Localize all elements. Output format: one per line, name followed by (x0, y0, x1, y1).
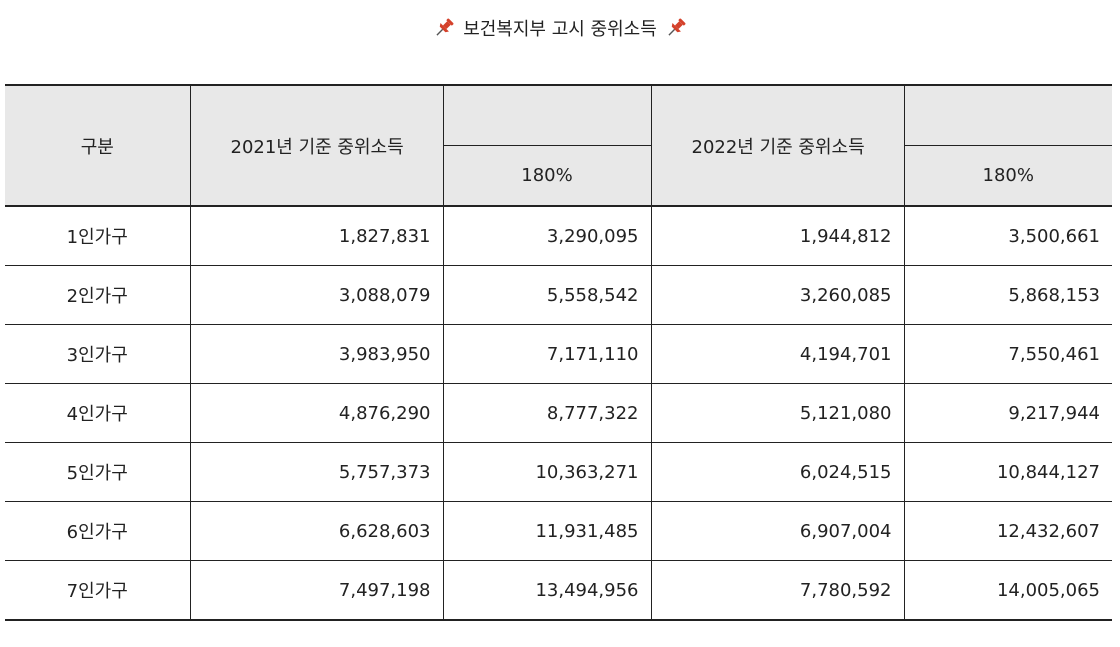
table-row: 7인가구 7,497,198 13,494,956 7,780,592 14,0… (5, 560, 1112, 621)
median-2021: 7,497,198 (189, 560, 444, 621)
median-2021: 3,983,950 (189, 324, 444, 384)
percent180-2021: 3,290,095 (442, 205, 652, 266)
median-2022: 4,194,701 (650, 324, 905, 384)
median-income-table: 구분 2021년 기준 중위소득 2022년 기준 중위소득 180% 180%… (5, 84, 1112, 621)
table-body: 1인가구 1,827,831 3,290,095 1,944,812 3,500… (5, 205, 1112, 621)
median-2022: 6,907,004 (650, 501, 905, 561)
percent180-2022: 10,844,127 (903, 442, 1112, 502)
median-2021: 6,628,603 (189, 501, 444, 561)
median-2022: 5,121,080 (650, 383, 905, 443)
percent180-2021: 8,777,322 (442, 383, 652, 443)
percent180-2022: 14,005,065 (903, 560, 1112, 621)
row-label: 2인가구 (5, 265, 191, 325)
percent180-2022: 5,868,153 (903, 265, 1112, 325)
header-2021-180: 180% (442, 145, 652, 207)
median-2022: 3,260,085 (650, 265, 905, 325)
median-2021: 5,757,373 (189, 442, 444, 502)
table-row: 6인가구 6,628,603 11,931,485 6,907,004 12,4… (5, 501, 1112, 561)
row-label: 5인가구 (5, 442, 191, 502)
pushpin-icon (665, 17, 687, 39)
row-label: 6인가구 (5, 501, 191, 561)
median-2022: 7,780,592 (650, 560, 905, 621)
percent180-2021: 13,494,956 (442, 560, 652, 621)
median-2022: 6,024,515 (650, 442, 905, 502)
table-row: 5인가구 5,757,373 10,363,271 6,024,515 10,8… (5, 442, 1112, 502)
header-2022-spacer (903, 84, 1112, 146)
page-title: 보건복지부 고시 중위소득 (0, 13, 1120, 43)
percent180-2022: 3,500,661 (903, 205, 1112, 266)
median-2021: 1,827,831 (189, 205, 444, 266)
percent180-2021: 7,171,110 (442, 324, 652, 384)
header-2021-median: 2021년 기준 중위소득 (189, 84, 444, 207)
header-category: 구분 (5, 84, 191, 207)
percent180-2022: 9,217,944 (903, 383, 1112, 443)
table-row: 1인가구 1,827,831 3,290,095 1,944,812 3,500… (5, 205, 1112, 266)
median-2021: 4,876,290 (189, 383, 444, 443)
table-header: 구분 2021년 기준 중위소득 2022년 기준 중위소득 180% 180% (5, 84, 1112, 207)
header-2021-spacer (442, 84, 652, 146)
row-label: 1인가구 (5, 205, 191, 266)
row-label: 3인가구 (5, 324, 191, 384)
row-label: 4인가구 (5, 383, 191, 443)
percent180-2021: 10,363,271 (442, 442, 652, 502)
title-text: 보건복지부 고시 중위소득 (463, 19, 657, 40)
row-label: 7인가구 (5, 560, 191, 621)
median-2022: 1,944,812 (650, 205, 905, 266)
percent180-2022: 12,432,607 (903, 501, 1112, 561)
pushpin-icon (433, 17, 455, 39)
percent180-2021: 5,558,542 (442, 265, 652, 325)
median-2021: 3,088,079 (189, 265, 444, 325)
table-row: 2인가구 3,088,079 5,558,542 3,260,085 5,868… (5, 265, 1112, 325)
percent180-2022: 7,550,461 (903, 324, 1112, 384)
table-row: 3인가구 3,983,950 7,171,110 4,194,701 7,550… (5, 324, 1112, 384)
header-2022-median: 2022년 기준 중위소득 (650, 84, 905, 207)
percent180-2021: 11,931,485 (442, 501, 652, 561)
header-2022-180: 180% (903, 145, 1112, 207)
table-row: 4인가구 4,876,290 8,777,322 5,121,080 9,217… (5, 383, 1112, 443)
